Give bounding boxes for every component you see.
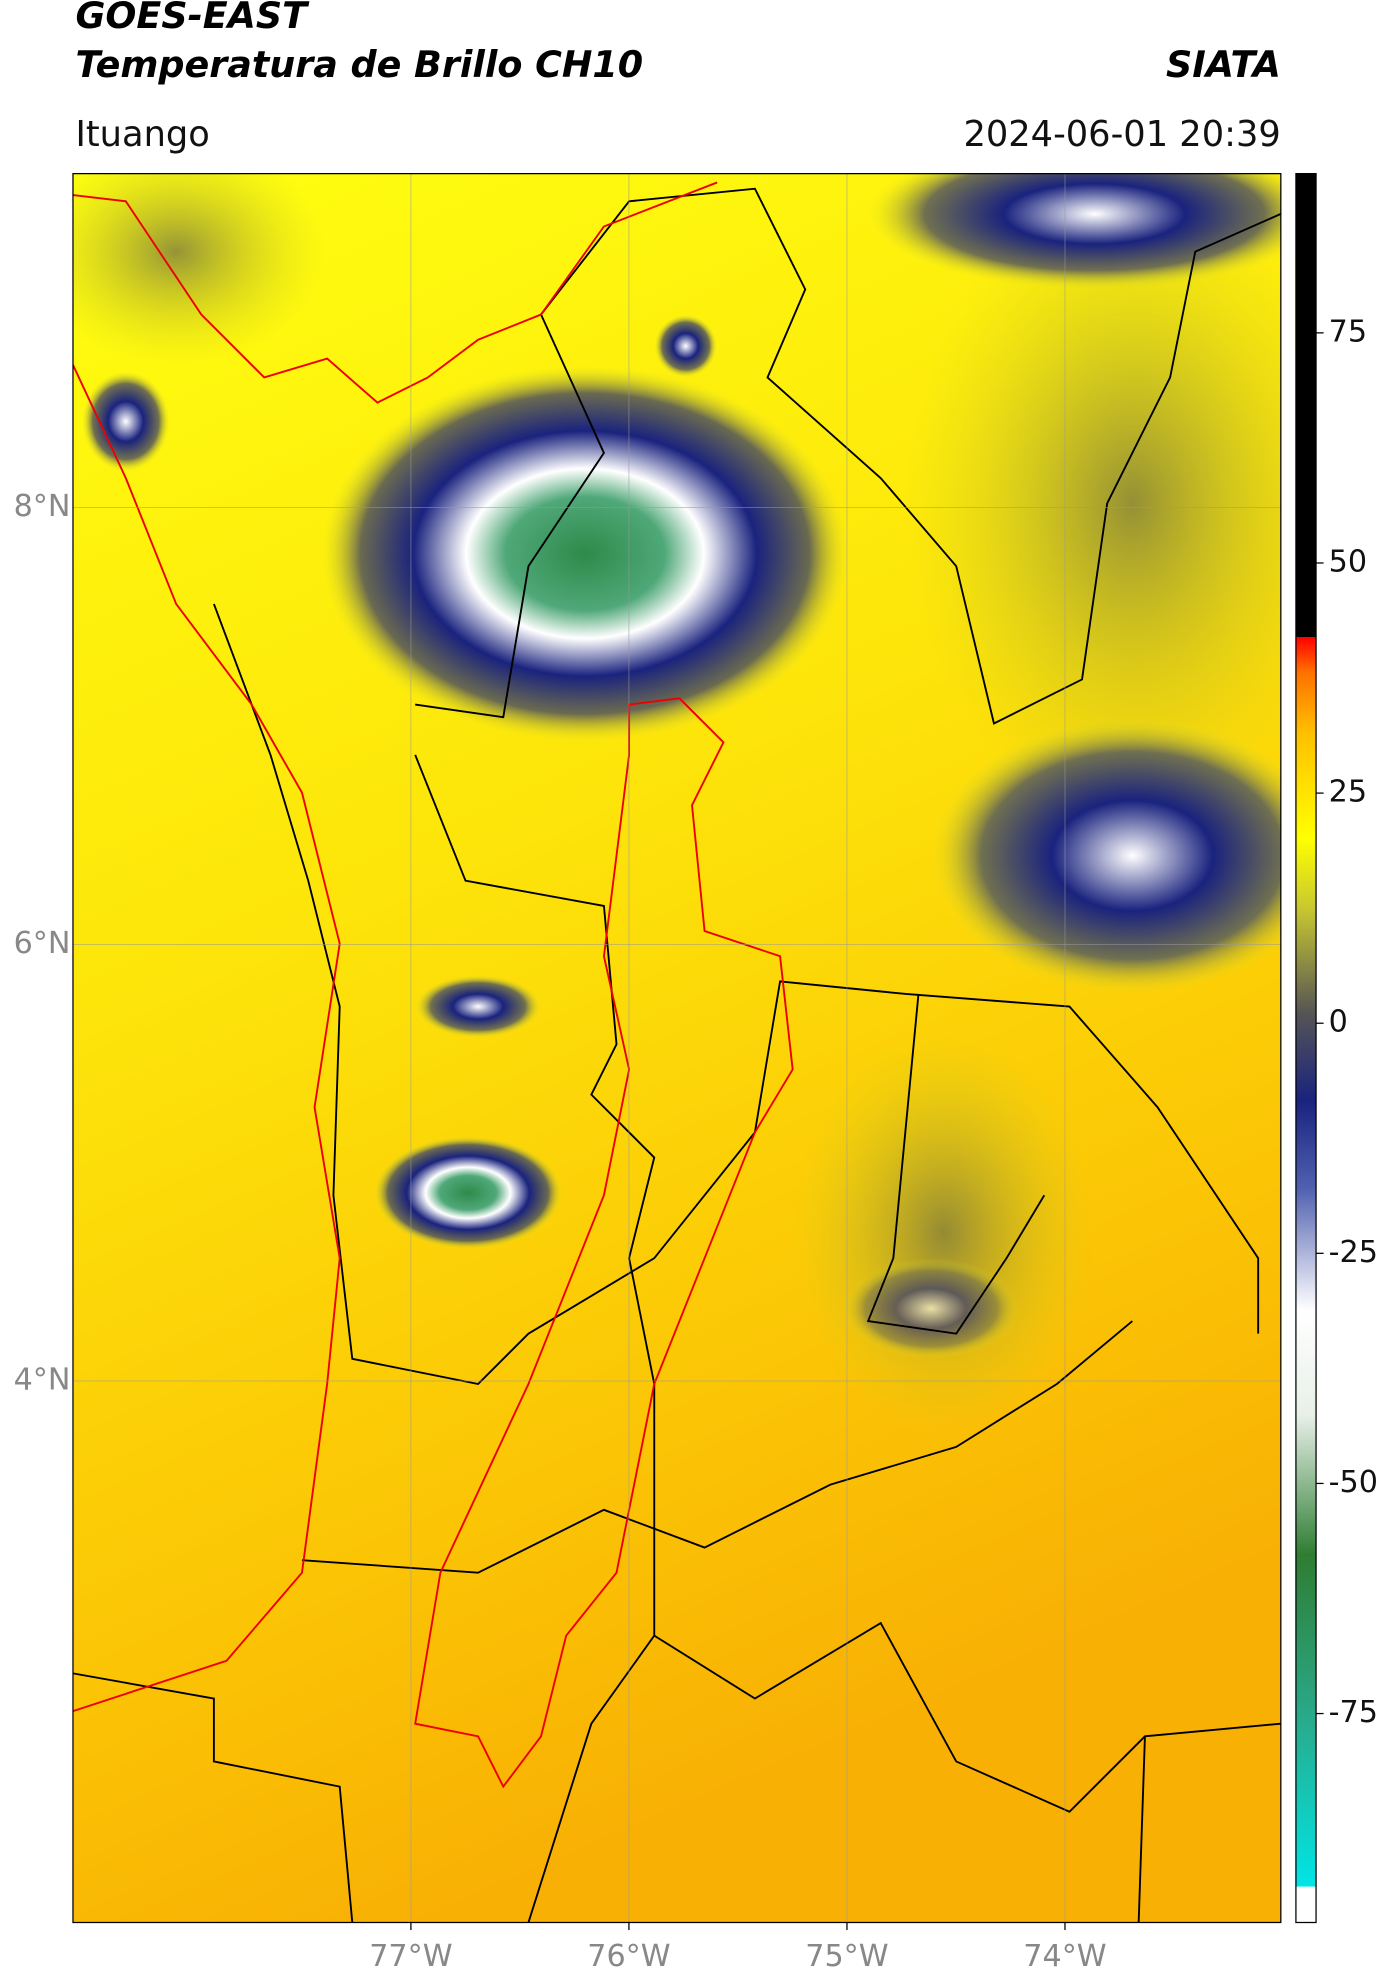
subtitle: Temperatura de Brillo CH10 — [75, 43, 643, 86]
cloud — [931, 717, 1281, 994]
cloud — [654, 314, 718, 378]
colorbar-tick-label: 0 — [1329, 1005, 1348, 1040]
haze — [905, 188, 1281, 818]
ticks: 8°N 6°N 4°N 77°W 76°W 75°W 74°W 75 50 25 0 -25 -50 -7… — [14, 314, 1378, 1974]
lat-tick-label: 8°N — [14, 489, 71, 524]
colorbar-tick-label: 50 — [1329, 544, 1367, 579]
colorbar-tick-label: 75 — [1329, 314, 1367, 349]
source: SIATA — [1166, 43, 1281, 86]
cloud — [81, 371, 170, 472]
cloud — [868, 173, 1281, 290]
haze — [792, 1031, 1095, 1435]
lon-tick-label: 77°W — [369, 1939, 452, 1974]
map-frame — [72, 172, 1282, 1924]
haze — [72, 173, 328, 365]
graticule — [72, 173, 1281, 1923]
lon-tick-label: 75°W — [805, 1939, 888, 1974]
title: GOES-EAST — [75, 0, 310, 37]
lon-tick-label: 74°W — [1023, 1939, 1106, 1974]
cloud — [415, 975, 542, 1038]
datetime: 2024-06-01 20:39 — [963, 114, 1280, 155]
cloud — [320, 364, 850, 743]
lat-tick-label: 4°N — [14, 1363, 71, 1398]
boundaries — [72, 187, 1281, 1923]
lon-tick-label: 76°W — [587, 1939, 670, 1974]
location: Ituango — [75, 114, 209, 155]
colorbar-tick-label: -75 — [1329, 1695, 1378, 1730]
cloud — [373, 1136, 563, 1250]
colorbar-tick-label: -25 — [1329, 1235, 1378, 1270]
colorbar — [1295, 172, 1317, 1924]
colorbar-tick-label: 25 — [1329, 775, 1367, 810]
lat-tick-label: 6°N — [14, 926, 71, 961]
red-boundaries — [72, 181, 794, 1789]
colorbar-tick-label: -50 — [1329, 1465, 1378, 1500]
cloud — [842, 1258, 1020, 1359]
map — [72, 173, 1281, 1923]
